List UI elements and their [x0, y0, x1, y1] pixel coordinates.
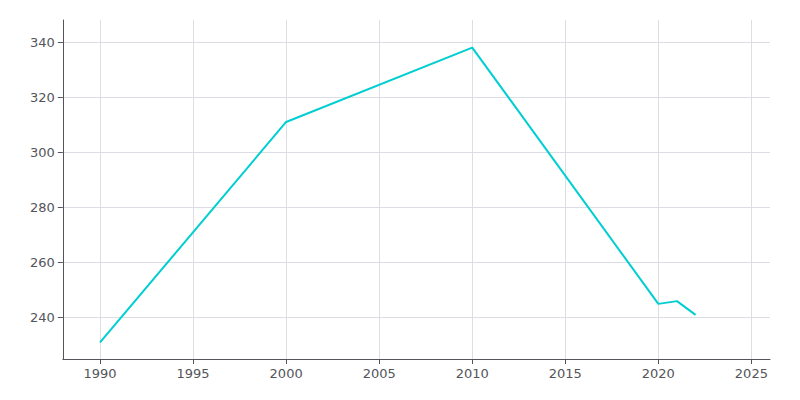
svg-text:1995: 1995 [177, 366, 210, 381]
svg-text:1990: 1990 [83, 366, 116, 381]
svg-text:280: 280 [30, 200, 55, 215]
svg-text:2015: 2015 [549, 366, 582, 381]
svg-text:2000: 2000 [270, 366, 303, 381]
svg-text:260: 260 [30, 255, 55, 270]
svg-text:340: 340 [30, 35, 55, 50]
svg-text:2010: 2010 [456, 366, 489, 381]
svg-text:2025: 2025 [735, 366, 768, 381]
svg-text:320: 320 [30, 90, 55, 105]
svg-text:300: 300 [30, 145, 55, 160]
svg-text:2005: 2005 [363, 366, 396, 381]
svg-text:240: 240 [30, 310, 55, 325]
svg-text:2020: 2020 [642, 366, 675, 381]
